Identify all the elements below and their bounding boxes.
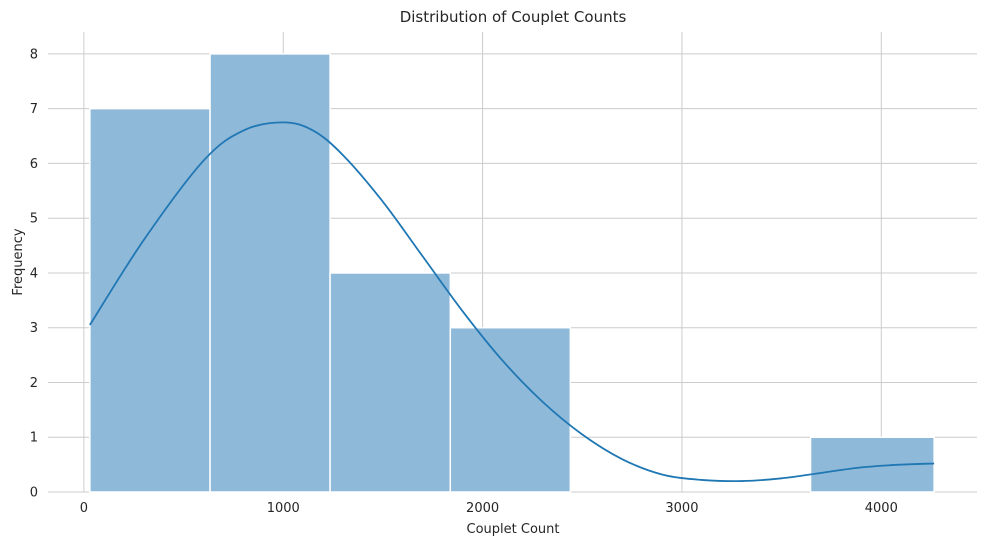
y-tick-label: 1 bbox=[30, 431, 38, 446]
histogram-bar bbox=[329, 272, 452, 493]
histogram-bar bbox=[89, 107, 211, 493]
y-tick-label: 0 bbox=[30, 486, 38, 501]
y-tick-label: 7 bbox=[30, 102, 38, 117]
chart-title: Distribution of Couplet Counts bbox=[400, 8, 627, 26]
kde-line bbox=[89, 121, 935, 483]
y-tick-label: 6 bbox=[30, 157, 38, 172]
bars-layer bbox=[89, 53, 935, 493]
x-tick-label: 0 bbox=[80, 501, 88, 516]
y-tick-label: 8 bbox=[30, 47, 38, 62]
x-tick-label: 2000 bbox=[466, 501, 499, 516]
kde-layer bbox=[89, 121, 935, 483]
x-tick-label: 3000 bbox=[665, 501, 698, 516]
y-tick-label: 3 bbox=[30, 321, 38, 336]
y-axis-title: Frequency bbox=[11, 228, 26, 295]
y-tick-label: 2 bbox=[30, 376, 38, 391]
x-tick-label: 1000 bbox=[267, 501, 300, 516]
x-axis-ticks: 0 1000 2000 3000 4000 bbox=[80, 501, 898, 516]
y-axis-ticks: 0 1 2 3 4 5 6 7 8 bbox=[30, 47, 38, 500]
y-tick-label: 5 bbox=[30, 212, 38, 227]
x-axis-title: Couplet Count bbox=[467, 522, 560, 537]
y-tick-label: 4 bbox=[30, 266, 38, 281]
histogram-bar bbox=[209, 53, 331, 493]
x-tick-label: 4000 bbox=[865, 501, 898, 516]
